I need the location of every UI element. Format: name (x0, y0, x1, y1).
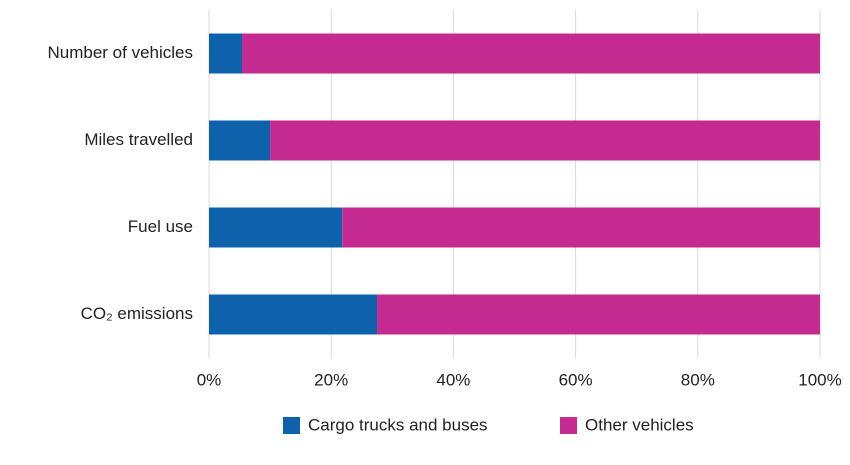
x-tick-label: 60% (559, 370, 593, 389)
y-tick-label: Fuel use (128, 217, 193, 236)
bar-segment (209, 33, 242, 74)
y-tick-label: CO₂ emissions (81, 304, 193, 323)
bar-segment (270, 120, 821, 161)
bar-segment (342, 207, 820, 248)
x-tick-label: 80% (681, 370, 715, 389)
legend-swatch (283, 417, 300, 434)
x-tick-label: 0% (197, 370, 222, 389)
bar-segment (209, 294, 378, 335)
y-tick-label: Number of vehicles (47, 43, 193, 62)
x-tick-label: 20% (314, 370, 348, 389)
legend-swatch (560, 417, 577, 434)
x-tick-label: 40% (436, 370, 470, 389)
bar-segment (241, 33, 820, 74)
legend-label: Cargo trucks and buses (308, 415, 488, 434)
legend-label: Other vehicles (585, 415, 694, 434)
y-tick-label: Miles travelled (84, 130, 193, 149)
bar-segment (209, 207, 343, 248)
x-tick-label: 100% (798, 370, 841, 389)
bar-segment (209, 120, 271, 161)
bar-segment (377, 294, 820, 335)
